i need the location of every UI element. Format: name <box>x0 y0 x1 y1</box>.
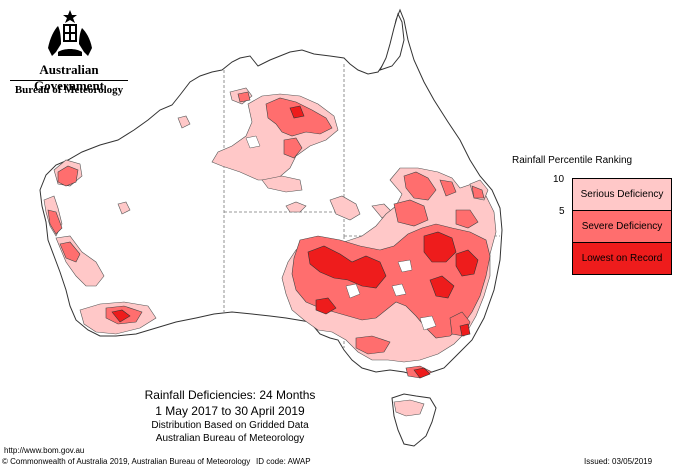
id-code: ID code: AWAP <box>256 457 311 466</box>
government-title: Australian Government <box>33 62 105 93</box>
legend-item-serious: Serious Deficiency <box>572 178 672 211</box>
legend-title: Rainfall Percentile Ranking <box>512 155 633 166</box>
legend-item-severe: Severe Deficiency <box>572 210 672 243</box>
government-logo: Australian Government Bureau of Meteorol… <box>6 6 132 96</box>
website-link[interactable]: http://www.bom.gov.au <box>4 446 85 455</box>
map-title: Rainfall Deficiencies: 24 Months <box>144 388 316 402</box>
logo-divider <box>10 80 128 81</box>
legend-item-lowest: Lowest on Record <box>572 242 672 275</box>
legend-tick-10: 10 <box>553 174 565 185</box>
legend-tick-5: 5 <box>559 206 565 217</box>
map-basis: Distribution Based on Gridded Data <box>151 420 309 431</box>
lowest-on-record-areas <box>111 105 479 379</box>
issued-date: Issued: 03/05/2019 <box>584 457 653 466</box>
coat-of-arms-icon <box>48 10 92 56</box>
agency-title: Bureau of Meteorology <box>14 84 124 96</box>
map-source: Australian Bureau of Meteorology <box>155 433 305 444</box>
map-period: 1 May 2017 to 30 April 2019 <box>155 404 305 418</box>
footer: © Commonwealth of Australia 2019, Austra… <box>0 457 680 467</box>
copyright-text: © Commonwealth of Australia 2019, Austra… <box>2 457 251 466</box>
